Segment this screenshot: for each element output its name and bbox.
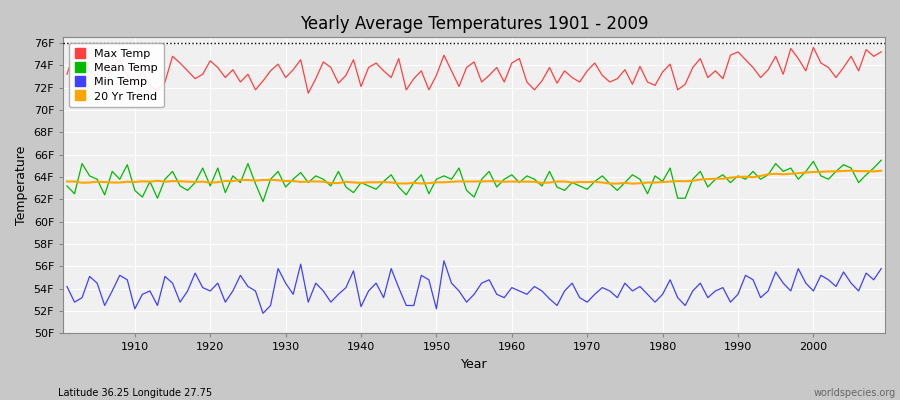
20 Yr Trend (61, 179, 72, 184)
Line: 20 Yr Trend: 20 Yr Trend (67, 171, 881, 184)
Min Temp (295, 262, 306, 266)
Min Temp (340, 285, 351, 290)
Mean Temp (876, 158, 886, 163)
Text: Latitude 36.25 Longitude 27.75: Latitude 36.25 Longitude 27.75 (58, 388, 212, 398)
Line: Min Temp: Min Temp (67, 261, 881, 313)
Max Temp (340, 73, 351, 78)
Mean Temp (295, 170, 306, 175)
Line: Mean Temp: Mean Temp (67, 160, 881, 202)
Legend: Max Temp, Mean Temp, Min Temp, 20 Yr Trend: Max Temp, Mean Temp, Min Temp, 20 Yr Tre… (68, 43, 164, 107)
Mean Temp (507, 172, 517, 177)
Max Temp (288, 67, 299, 72)
Max Temp (61, 72, 72, 77)
Mean Temp (514, 180, 525, 185)
Mean Temp (340, 185, 351, 190)
Max Temp (605, 80, 616, 84)
Title: Yearly Average Temperatures 1901 - 2009: Yearly Average Temperatures 1901 - 2009 (300, 15, 648, 33)
20 Yr Trend (499, 179, 509, 184)
20 Yr Trend (627, 181, 638, 186)
Min Temp (122, 277, 132, 282)
Y-axis label: Temperature: Temperature (15, 146, 28, 225)
Max Temp (122, 73, 132, 78)
X-axis label: Year: Year (461, 358, 488, 371)
Min Temp (514, 288, 525, 293)
Min Temp (257, 311, 268, 316)
Max Temp (808, 45, 819, 50)
Mean Temp (61, 184, 72, 188)
20 Yr Trend (333, 181, 344, 186)
20 Yr Trend (288, 178, 299, 183)
Min Temp (61, 284, 72, 289)
20 Yr Trend (597, 180, 608, 185)
Min Temp (612, 295, 623, 300)
Mean Temp (257, 199, 268, 204)
Max Temp (514, 56, 525, 61)
Max Temp (507, 61, 517, 66)
Min Temp (438, 258, 449, 263)
Text: worldspecies.org: worldspecies.org (814, 388, 896, 398)
20 Yr Trend (876, 168, 886, 173)
20 Yr Trend (846, 168, 857, 173)
20 Yr Trend (507, 179, 517, 184)
Min Temp (521, 292, 532, 297)
Max Temp (302, 91, 313, 96)
Mean Temp (122, 162, 132, 167)
Mean Temp (605, 181, 616, 186)
Line: Max Temp: Max Temp (67, 47, 881, 93)
Max Temp (876, 50, 886, 54)
Min Temp (876, 266, 886, 271)
20 Yr Trend (122, 179, 132, 184)
